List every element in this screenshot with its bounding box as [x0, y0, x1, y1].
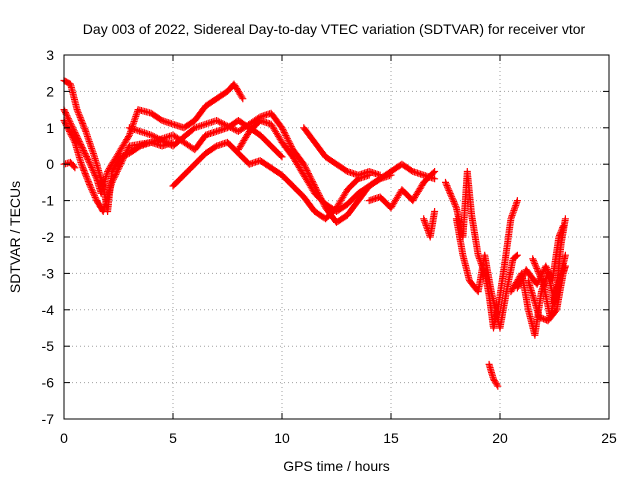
data-marker: [452, 215, 521, 332]
data-marker: [60, 158, 79, 172]
y-tick-label: 1: [46, 120, 54, 136]
data-marker: [125, 109, 395, 226]
series-track-j: [420, 208, 439, 241]
x-tick-labels: 0 5 10 15 20 25: [60, 430, 617, 446]
data-marker: [513, 222, 567, 292]
y-tick-label: -6: [42, 375, 55, 391]
y-tick-label: 2: [46, 83, 54, 99]
data-marker: [524, 262, 569, 325]
data-marker: [485, 360, 502, 390]
chart-title: Day 003 of 2022, Sidereal Day-to-day VTE…: [83, 21, 586, 37]
data-marker: [234, 117, 439, 215]
y-tick-label: 3: [46, 47, 54, 63]
series-track-d: [60, 158, 79, 172]
x-tick-label: 0: [60, 430, 68, 446]
y-tick-label: -3: [42, 265, 55, 281]
y-tick-label: -7: [42, 411, 55, 427]
x-tick-label: 20: [492, 430, 508, 446]
y-tick-label: 0: [46, 156, 54, 172]
series-track-k: [442, 168, 521, 332]
y-tick-label: -5: [42, 338, 55, 354]
y-tick-label: -4: [42, 302, 55, 318]
series-track-q: [524, 262, 569, 325]
x-tick-label: 25: [601, 430, 617, 446]
series-track-g: [234, 117, 439, 215]
data-marker: [365, 168, 439, 212]
data-marker: [442, 168, 521, 332]
x-tick-label: 10: [274, 430, 290, 446]
y-axis-label: SDTVAR / TECUs: [7, 181, 23, 293]
axis-ticks: [63, 54, 610, 420]
data-marker: [300, 124, 384, 179]
series-track-f: [125, 109, 395, 226]
series-track-p: [513, 222, 567, 292]
data-points: [60, 77, 569, 390]
y-tick-label: -2: [42, 229, 55, 245]
series-track-m: [485, 360, 502, 390]
x-tick-label: 15: [383, 430, 399, 446]
x-axis-label: GPS time / hours: [283, 458, 390, 474]
x-tick-label: 5: [169, 430, 177, 446]
series-track-h: [300, 124, 384, 179]
series-track-i: [365, 168, 439, 212]
y-tick-labels: 3 2 1 0 -1 -2 -3 -4 -5 -6 -7: [42, 47, 55, 427]
series-track-l: [452, 215, 521, 332]
data-marker: [420, 208, 439, 241]
y-tick-label: -1: [42, 193, 55, 209]
